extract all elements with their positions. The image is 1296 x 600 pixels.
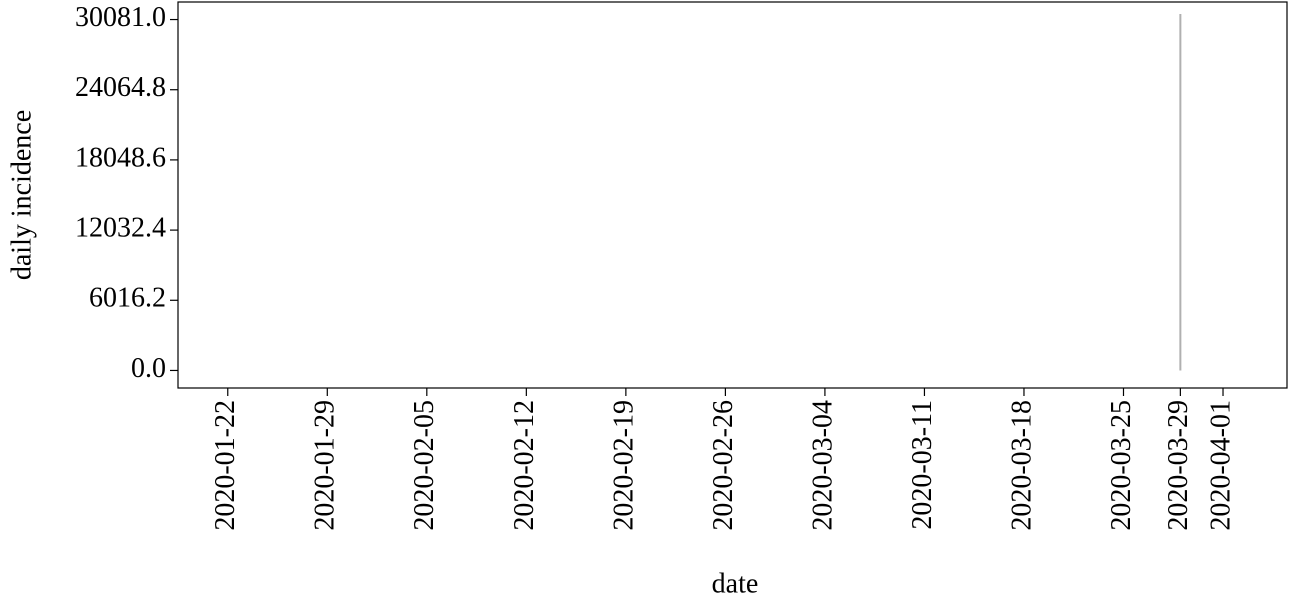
- x-tick-label: 2020-02-05: [409, 400, 440, 531]
- x-tick-label: 2020-02-26: [708, 400, 739, 531]
- plot-frame: [177, 1, 1288, 389]
- x-tick-label: 2020-02-19: [608, 400, 639, 531]
- y-axis-label: daily incidence: [6, 110, 37, 280]
- x-tick-label: 2020-03-29: [1163, 400, 1194, 531]
- x-tick-label: 2020-03-11: [907, 400, 938, 530]
- x-axis-label: date: [712, 568, 759, 599]
- y-tick-label: 0.0: [131, 353, 166, 384]
- y-tick-label: 30081.0: [75, 2, 166, 33]
- y-tick-label: 24064.8: [75, 72, 166, 103]
- x-tick-label: 2020-03-04: [807, 400, 838, 531]
- y-tick-label: 12032.4: [75, 213, 166, 244]
- x-tick-label: 2020-03-25: [1106, 400, 1137, 531]
- x-tick-label: 2020-04-01: [1205, 400, 1236, 531]
- x-tick-label: 2020-02-12: [509, 400, 540, 531]
- x-tick-label: 2020-01-22: [210, 400, 241, 531]
- y-tick-label: 6016.2: [89, 283, 166, 314]
- y-tick-label: 18048.6: [75, 142, 166, 173]
- x-tick-label: 2020-03-18: [1006, 400, 1037, 531]
- x-tick-label: 2020-01-29: [310, 400, 341, 531]
